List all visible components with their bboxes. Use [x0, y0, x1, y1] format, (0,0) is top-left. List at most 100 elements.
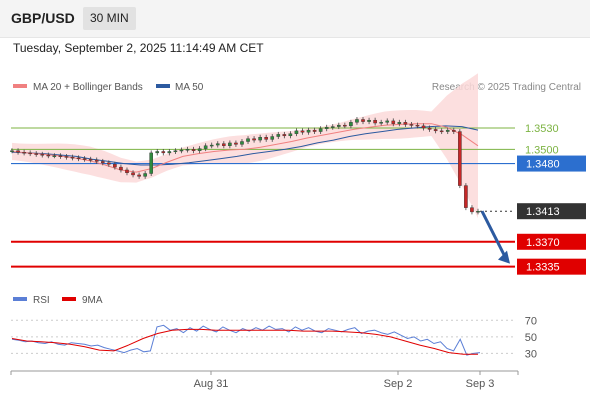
- candle-body: [222, 143, 226, 146]
- candle-body: [312, 129, 317, 132]
- candle-body: [16, 150, 20, 153]
- candle-body: [397, 122, 402, 124]
- candle-body: [240, 141, 244, 145]
- candle-body: [337, 124, 341, 127]
- moving-average-lines: [11, 123, 479, 173]
- ma50-legend-swatch: [156, 84, 170, 88]
- rsi-tick-label: 50: [525, 332, 537, 344]
- candle-body: [324, 127, 329, 129]
- candle-body: [137, 174, 141, 177]
- candle-body: [367, 119, 371, 122]
- candle-body: [451, 129, 456, 132]
- candle-body: [209, 144, 214, 147]
- candle-body: [125, 169, 129, 173]
- forecast-arrow-shaft: [480, 210, 507, 258]
- candle-body: [264, 137, 268, 140]
- candle-body: [355, 119, 359, 123]
- rsi-panel: [11, 319, 515, 356]
- candle-body: [40, 154, 45, 156]
- candle-body: [167, 151, 172, 154]
- candle-body: [330, 126, 335, 128]
- candle-body: [22, 151, 26, 154]
- candle-body: [282, 134, 287, 137]
- bollinger-band-fill: [12, 73, 478, 219]
- candle-body: [143, 173, 147, 177]
- rsi-axis: 70 50 30: [525, 315, 537, 360]
- candle-body: [470, 207, 474, 213]
- candle-body: [379, 122, 383, 124]
- candle-body: [385, 120, 390, 123]
- time-axis: Aug 31 Sep 2 Sep 3: [10, 371, 519, 390]
- candle-body: [228, 142, 232, 146]
- candle-body: [343, 124, 347, 127]
- candle-body: [288, 133, 293, 137]
- candle-body: [246, 138, 250, 142]
- candle-body: [173, 150, 178, 152]
- candle-body: [349, 122, 353, 127]
- main-legend: MA 20 + Bollinger Bands MA 50 Research ©…: [13, 82, 581, 93]
- candle-body: [294, 130, 299, 134]
- candle-body: [58, 155, 63, 157]
- candle-body: [149, 152, 153, 174]
- chart-header: GBP/USD 30 MIN: [0, 0, 590, 38]
- candle-body: [107, 162, 111, 165]
- candle-body: [270, 136, 275, 140]
- candle-body: [203, 145, 208, 149]
- candle-body: [391, 120, 396, 124]
- time-tick-label: Sep 3: [466, 378, 495, 390]
- candle-body: [70, 156, 75, 159]
- candle-body: [276, 134, 281, 137]
- bollinger-bands: [12, 73, 478, 219]
- symbol-title: GBP/USD: [11, 10, 75, 26]
- price-level-labels: 1.3530 1.3500 1.3480 1.3413 1.3370 1.3335: [517, 123, 586, 275]
- candle-body: [318, 128, 323, 132]
- candle-body: [46, 154, 51, 157]
- candle-body: [361, 119, 365, 122]
- candle-body: [10, 150, 14, 152]
- candle-body: [415, 124, 420, 127]
- ma50-legend-label: MA 50: [175, 82, 204, 93]
- candle-body: [119, 166, 123, 171]
- ma20-legend-swatch: [13, 84, 27, 88]
- candle-body: [52, 155, 57, 157]
- level-label-1.3480: 1.3480: [526, 159, 560, 171]
- candle-body: [155, 151, 160, 154]
- level-label-1.3500: 1.3500: [525, 144, 559, 156]
- candle-body: [409, 124, 414, 126]
- ma50-line: [11, 125, 479, 166]
- candle-body: [197, 148, 202, 151]
- timestamp: Tuesday, September 2, 2025 11:14:49 AM C…: [13, 41, 264, 55]
- candle-body: [458, 131, 462, 186]
- candle-body: [179, 149, 184, 152]
- candle-body: [34, 153, 39, 155]
- candlestick-series: [10, 116, 480, 215]
- candle-body: [28, 152, 32, 155]
- level-label-1.3370: 1.3370: [526, 237, 560, 249]
- rsi-tick-label: 30: [525, 348, 537, 360]
- candle-body: [94, 159, 99, 162]
- candle-body: [476, 210, 480, 213]
- candle-body: [445, 129, 450, 132]
- candle-body: [191, 149, 196, 151]
- candle-body: [252, 138, 256, 141]
- candle-body: [300, 130, 305, 133]
- candle-body: [185, 149, 190, 151]
- time-tick-label: Aug 31: [194, 378, 229, 390]
- level-label-bg-1.3480: [517, 155, 586, 172]
- interval-button[interactable]: 30 MIN: [83, 7, 136, 30]
- candle-body: [464, 185, 468, 208]
- candle-body: [161, 151, 166, 154]
- level-label-1.3413: 1.3413: [526, 206, 560, 218]
- level-label-1.3335: 1.3335: [526, 262, 560, 274]
- candle-body: [64, 156, 69, 158]
- candle-body: [421, 125, 426, 129]
- rsi-legend-swatch: [13, 297, 27, 301]
- candle-body: [88, 159, 93, 161]
- rsi-ma-line: [11, 328, 478, 355]
- time-tick-label: Sep 2: [384, 378, 413, 390]
- rsi-ma-legend-label: 9MA: [82, 295, 103, 306]
- level-label-bg-1.3335: [517, 258, 586, 275]
- forecast-arrow: [480, 210, 510, 264]
- level-label-bg-1.3370: [517, 233, 586, 250]
